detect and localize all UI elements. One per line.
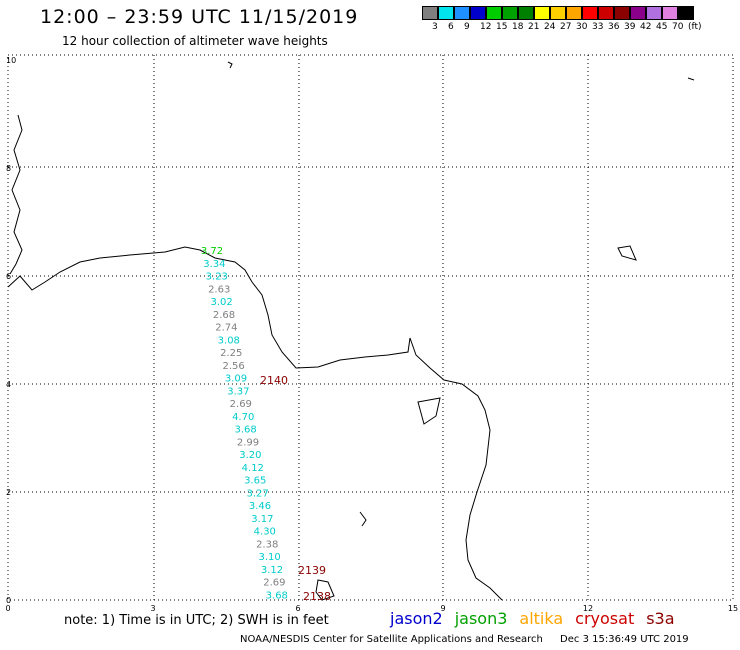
wave-height-value: 3.12	[261, 565, 283, 576]
wave-height-value: 3.72	[201, 246, 223, 257]
legend-swatch	[614, 6, 630, 20]
credit-footer: NOAA/NESDIS Center for Satellite Applica…	[240, 634, 703, 645]
wave-height-value: 3.68	[266, 590, 288, 601]
x-tick-label: 3	[150, 604, 155, 613]
legend-swatch	[438, 6, 454, 20]
legend-label: 70	[672, 22, 684, 32]
legend-label: 30	[576, 22, 588, 32]
wave-height-value: 3.37	[227, 386, 249, 397]
x-tick-label: 12	[583, 604, 593, 613]
wave-height-value: 3.65	[244, 476, 266, 487]
wave-height-value: 4.70	[232, 412, 254, 423]
map-grid	[8, 55, 733, 600]
legend-swatch	[422, 6, 438, 20]
satellite-s3a: s3a	[646, 609, 675, 628]
wave-height-value: 3.09	[225, 374, 247, 385]
wave-height-value: 2.69	[263, 578, 285, 589]
color-legend	[422, 6, 694, 20]
legend-label: (ft)	[688, 22, 702, 32]
wave-height-value: 3.46	[249, 501, 271, 512]
wave-height-value: 3.34	[203, 259, 225, 270]
legend-label: 3	[432, 22, 438, 32]
legend-swatch	[630, 6, 646, 20]
legend-label: 24	[544, 22, 556, 32]
pass-time-label: 2138	[303, 590, 331, 603]
map-frame	[7, 54, 734, 601]
x-tick-label: 9	[440, 604, 445, 613]
legend-swatch	[518, 6, 534, 20]
legend-label: 33	[592, 22, 604, 32]
legend-swatch	[470, 6, 486, 20]
y-tick-label: 10	[6, 56, 16, 65]
legend-label: 39	[624, 22, 636, 32]
color-legend-labels: 3 6 9 12 15 18 21 24 27 30 33 36 39 42 45 70 (ft)	[422, 22, 740, 34]
legend-swatch	[662, 6, 678, 20]
legend-swatch	[566, 6, 582, 20]
wave-height-value: 2.56	[222, 361, 244, 372]
legend-swatch	[502, 6, 518, 20]
wave-height-value: 3.23	[206, 272, 228, 283]
y-tick-label: 4	[6, 380, 11, 389]
y-tick-label: 6	[6, 272, 11, 281]
legend-swatch	[534, 6, 550, 20]
satellite-jason3: jason3	[454, 609, 508, 628]
coastline	[7, 61, 695, 601]
wave-height-value: 2.68	[213, 310, 235, 321]
legend-label: 15	[496, 22, 508, 32]
x-tick-label: 6	[295, 604, 300, 613]
wave-height-value: 2.74	[215, 323, 237, 334]
legend-swatch	[646, 6, 662, 20]
wave-height-value: 3.08	[218, 335, 240, 346]
legend-label: 27	[560, 22, 572, 32]
y-axis-ticks: 0 2 4 6 8 10	[6, 56, 16, 605]
page-title: 12:00 – 23:59 UTC 11/15/2019	[40, 6, 359, 28]
pass-time-labels: 2140 2139 2138	[260, 374, 331, 603]
wave-height-value: 3.10	[258, 552, 280, 563]
satellite-cryosat: cryosat	[575, 609, 635, 628]
page-subtitle: 12 hour collection of altimeter wave hei…	[62, 34, 328, 48]
units-note: note: 1) Time is in UTC; 2) SWH is in fe…	[64, 613, 329, 628]
legend-swatch	[678, 6, 694, 20]
legend-swatch	[486, 6, 502, 20]
legend-swatch	[550, 6, 566, 20]
satellite-legend: jason2 jason3 altika cryosat s3a	[390, 609, 687, 628]
legend-label: 6	[448, 22, 454, 32]
wave-height-value: 2.69	[230, 399, 252, 410]
wave-height-value: 3.02	[210, 297, 232, 308]
wave-height-value: 4.30	[254, 527, 276, 538]
wave-height-value: 3.68	[234, 425, 256, 436]
pass-time-label: 2139	[298, 564, 326, 577]
wave-height-value: 2.38	[256, 539, 278, 550]
satellite-altika: altika	[519, 609, 564, 628]
x-tick-label: 0	[5, 604, 10, 613]
legend-label: 9	[464, 22, 470, 32]
legend-label: 42	[640, 22, 652, 32]
wave-height-value: 3.27	[246, 488, 268, 499]
y-tick-label: 8	[6, 164, 11, 173]
y-tick-label: 2	[6, 488, 11, 497]
wave-height-value: 2.99	[237, 437, 259, 448]
x-axis-ticks: 0 3 6 9 12 15	[5, 604, 738, 613]
legend-label: 12	[480, 22, 492, 32]
y-tick-label: 0	[6, 596, 11, 605]
satellite-jason2: jason2	[390, 609, 443, 628]
wave-height-value: 2.63	[208, 284, 230, 295]
wave-height-value: 2.25	[220, 348, 242, 359]
legend-label: 36	[608, 22, 620, 32]
legend-label: 18	[512, 22, 524, 32]
generated-timestamp: Dec 3 15:36:49 UTC 2019	[560, 634, 689, 645]
wave-height-value: 3.20	[239, 450, 261, 461]
x-tick-label: 15	[728, 604, 738, 613]
wave-height-readings: 3.72 3.34 3.232.63 3.02 2.68 2.743.08 2.25 2.56…	[201, 246, 288, 601]
legend-label: 21	[528, 22, 540, 32]
wave-height-value: 4.12	[242, 463, 264, 474]
agency-credit: NOAA/NESDIS Center for Satellite Applica…	[240, 634, 543, 645]
legend-swatch	[454, 6, 470, 20]
legend-swatch	[598, 6, 614, 20]
wave-height-value: 3.17	[251, 514, 273, 525]
pass-time-label: 2140	[260, 374, 288, 387]
legend-label: 45	[656, 22, 668, 32]
legend-swatch	[582, 6, 598, 20]
